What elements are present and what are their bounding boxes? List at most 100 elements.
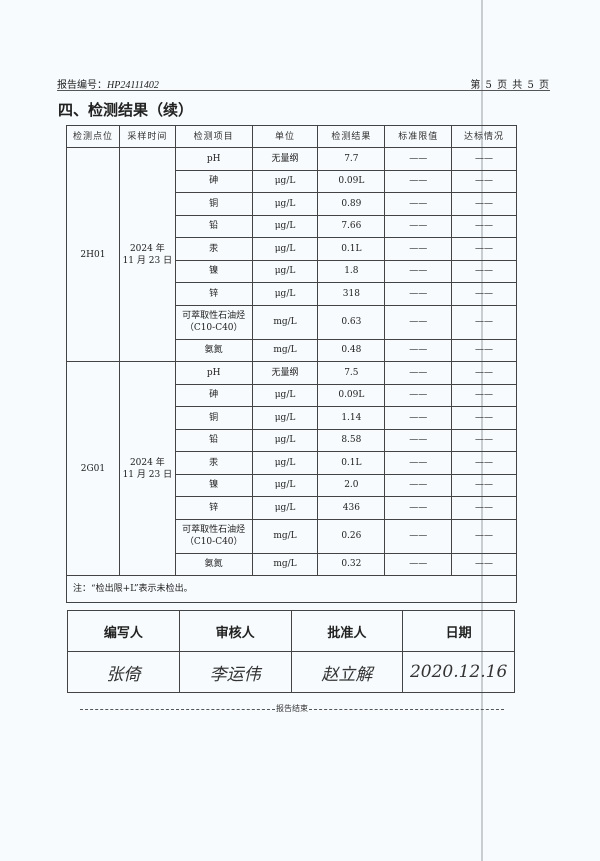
item-cell: 镍	[174, 259, 253, 283]
limit-cell: ——	[384, 451, 453, 475]
unit-cell: mg/L	[251, 552, 319, 576]
result-cell: 0.32	[317, 552, 386, 576]
compliance-cell: ——	[451, 282, 517, 306]
unit-cell: μg/L	[251, 282, 319, 306]
unit-cell: μg/L	[251, 237, 319, 261]
table-row: 可萃取性石油烃（C10-C40） mg/L 0.63 —— ——	[67, 304, 517, 340]
point-cell: 2H01	[66, 147, 120, 362]
item-cell: 砷	[174, 169, 253, 193]
item-cell: 汞	[174, 237, 253, 261]
date-cell: 2024 年 11 月 23 日	[118, 361, 176, 576]
section-title: 四、检测结果（续）	[58, 101, 194, 119]
column-header: 采样时间	[118, 125, 176, 148]
item-cell: 铜	[174, 406, 253, 430]
result-cell: 0.63	[317, 304, 386, 340]
limit-cell: ——	[384, 259, 453, 283]
column-header: 检测点位	[66, 125, 120, 148]
unit-cell: mg/L	[251, 338, 319, 362]
sign-date: 2020.12.16	[402, 651, 515, 693]
limit-cell: ——	[384, 406, 453, 430]
report-end-text: 报告结束	[276, 704, 308, 713]
author-signature: 张倚	[67, 651, 180, 693]
table-row: 铅 μg/L 7.66 —— ——	[67, 214, 517, 238]
limit-cell: ——	[384, 304, 453, 340]
result-cell: 0.1L	[317, 237, 386, 261]
unit-cell: mg/L	[251, 518, 319, 554]
report-end: 报告结束	[80, 703, 504, 714]
limit-cell: ——	[384, 518, 453, 554]
result-cell: 436	[317, 496, 386, 520]
column-header: 单位	[251, 125, 319, 148]
result-cell: 2.0	[317, 473, 386, 497]
item-cell: 砷	[174, 383, 253, 407]
compliance-cell: ——	[451, 361, 517, 385]
column-header: 达标情况	[451, 125, 517, 148]
header-author: 编写人	[67, 610, 180, 652]
item-cell: 可萃取性石油烃（C10-C40）	[174, 518, 253, 554]
limit-cell: ——	[384, 214, 453, 238]
result-cell: 0.09L	[317, 383, 386, 407]
limit-cell: ——	[384, 361, 453, 385]
unit-cell: μg/L	[251, 383, 319, 407]
table-row: 砷 μg/L 0.09L —— ——	[67, 383, 517, 407]
results-table: 检测点位 采样时间 检测项目 单位 检测结果 标准限值 达标情况 2H01 2024 年 11 月…	[66, 125, 517, 603]
limit-cell: ——	[384, 282, 453, 306]
compliance-cell: ——	[451, 383, 517, 407]
limit-cell: ——	[384, 192, 453, 216]
item-cell: pH	[174, 361, 253, 385]
unit-cell: μg/L	[251, 406, 319, 430]
limit-cell: ——	[384, 237, 453, 261]
compliance-cell: ——	[451, 304, 517, 340]
item-cell: 铅	[174, 428, 253, 452]
unit-cell: μg/L	[251, 259, 319, 283]
compliance-cell: ——	[451, 192, 517, 216]
table-row: 汞 μg/L 0.1L —— ——	[67, 237, 517, 261]
page-info: 第 5 页 共 5 页	[470, 80, 550, 91]
unit-cell: mg/L	[251, 304, 319, 340]
compliance-cell: ——	[451, 169, 517, 193]
compliance-cell: ——	[451, 259, 517, 283]
limit-cell: ——	[384, 383, 453, 407]
unit-cell: μg/L	[251, 169, 319, 193]
date-day: 11 月 23 日	[122, 255, 173, 266]
limit-cell: ——	[384, 552, 453, 576]
item-cell: 氨氮	[174, 338, 253, 362]
item-cell: 锌	[174, 282, 253, 306]
compliance-cell: ——	[451, 406, 517, 430]
table-row: 2G01 2024 年 11 月 23 日 pH 无量纲 7.5 —— ——	[66, 361, 517, 576]
limit-cell: ——	[384, 338, 453, 362]
date-year: 2024 年	[129, 243, 165, 254]
limit-cell: ——	[384, 169, 453, 193]
result-cell: 0.48	[317, 338, 386, 362]
unit-cell: μg/L	[251, 473, 319, 497]
compliance-cell: ——	[451, 338, 517, 362]
table-row: 铅 μg/L 8.58 —— ——	[67, 428, 517, 452]
header-row: 检测点位 采样时间 检测项目 单位 检测结果 标准限值 达标情况	[66, 125, 517, 148]
item-cell: 锌	[174, 496, 253, 520]
result-cell: 0.1L	[317, 451, 386, 475]
result-cell: 8.58	[317, 428, 386, 452]
column-header: 检测项目	[174, 125, 253, 148]
table-row: 氨氮 mg/L 0.32 —— ——	[67, 552, 517, 576]
unit-cell: μg/L	[251, 428, 319, 452]
table-row: 砷 μg/L 0.09L —— ——	[67, 169, 517, 193]
unit-cell: 无量纲	[251, 361, 319, 385]
page-header: 报告编号：HP24111402 第 5 页 共 5 页	[57, 76, 550, 91]
column-header: 检测结果	[317, 125, 386, 148]
result-cell: 1.8	[317, 259, 386, 283]
result-cell: 0.26	[317, 518, 386, 554]
compliance-cell: ——	[451, 147, 517, 171]
report-number: 报告编号：HP24111402	[57, 80, 159, 91]
result-cell: 7.66	[317, 214, 386, 238]
table-row: 锌 μg/L 436 —— ——	[67, 496, 517, 520]
date-day: 11 月 23 日	[122, 469, 173, 480]
compliance-cell: ——	[451, 451, 517, 475]
item-cell: 氨氮	[174, 552, 253, 576]
result-cell: 0.89	[317, 192, 386, 216]
item-cell: 铜	[174, 192, 253, 216]
unit-cell: μg/L	[251, 496, 319, 520]
result-cell: 7.5	[317, 361, 386, 385]
compliance-cell: ——	[451, 237, 517, 261]
unit-cell: 无量纲	[251, 147, 319, 171]
unit-cell: μg/L	[251, 192, 319, 216]
